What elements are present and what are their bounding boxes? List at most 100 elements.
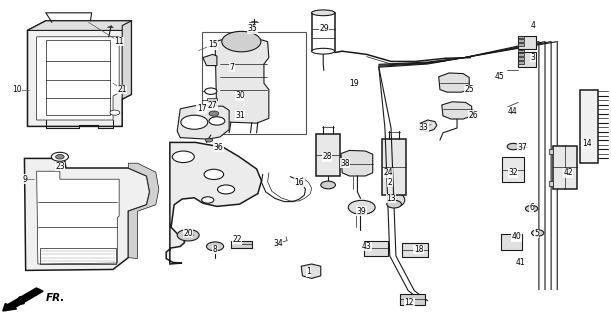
Text: 40: 40 — [511, 232, 521, 241]
Text: 6: 6 — [529, 204, 534, 212]
Polygon shape — [364, 241, 388, 256]
Text: 45: 45 — [495, 72, 505, 81]
Polygon shape — [215, 37, 269, 123]
Circle shape — [507, 143, 519, 150]
Polygon shape — [518, 39, 524, 42]
Polygon shape — [402, 243, 428, 257]
Circle shape — [205, 88, 217, 94]
Text: 21: 21 — [117, 85, 127, 94]
Polygon shape — [580, 90, 598, 163]
Text: 20: 20 — [183, 229, 193, 238]
Text: 27: 27 — [208, 101, 218, 110]
Text: 38: 38 — [340, 159, 350, 168]
Circle shape — [51, 152, 68, 161]
Polygon shape — [518, 50, 524, 52]
Text: 35: 35 — [247, 24, 257, 33]
Circle shape — [525, 205, 538, 212]
Circle shape — [177, 229, 199, 241]
Text: 42: 42 — [563, 168, 573, 177]
Polygon shape — [231, 241, 252, 248]
Polygon shape — [382, 139, 406, 195]
Polygon shape — [316, 134, 340, 176]
Text: 4: 4 — [530, 21, 535, 30]
Text: 11: 11 — [114, 37, 124, 46]
Text: 41: 41 — [516, 258, 525, 267]
Polygon shape — [203, 54, 217, 66]
Circle shape — [204, 169, 224, 180]
Text: 8: 8 — [213, 245, 218, 254]
Text: 1: 1 — [306, 268, 311, 276]
FancyArrow shape — [3, 288, 43, 311]
Circle shape — [532, 230, 544, 236]
Circle shape — [110, 110, 120, 115]
Ellipse shape — [312, 48, 335, 54]
Polygon shape — [24, 158, 150, 270]
Text: 9: 9 — [22, 175, 27, 184]
Text: 14: 14 — [582, 140, 591, 148]
Ellipse shape — [312, 10, 335, 16]
Polygon shape — [518, 43, 524, 46]
Text: 30: 30 — [235, 92, 245, 100]
Polygon shape — [301, 264, 321, 278]
Polygon shape — [518, 53, 524, 56]
Polygon shape — [439, 73, 469, 92]
Polygon shape — [553, 146, 577, 189]
Circle shape — [209, 117, 225, 125]
Polygon shape — [177, 106, 229, 139]
Text: 2: 2 — [387, 178, 392, 187]
Polygon shape — [518, 57, 524, 60]
Polygon shape — [207, 98, 217, 102]
Ellipse shape — [390, 194, 405, 206]
Text: 17: 17 — [197, 104, 207, 113]
Circle shape — [218, 185, 235, 194]
Polygon shape — [501, 234, 522, 250]
Circle shape — [348, 200, 375, 214]
Polygon shape — [341, 150, 373, 176]
Text: 16: 16 — [295, 178, 304, 187]
Text: 24: 24 — [383, 168, 393, 177]
Text: 28: 28 — [322, 152, 332, 161]
Text: 29: 29 — [319, 24, 329, 33]
Text: 19: 19 — [349, 79, 359, 88]
Text: 13: 13 — [386, 194, 396, 203]
Text: 32: 32 — [508, 168, 518, 177]
Circle shape — [172, 151, 194, 163]
Polygon shape — [502, 157, 524, 182]
Text: 43: 43 — [362, 242, 371, 251]
Polygon shape — [442, 102, 472, 119]
Polygon shape — [518, 52, 536, 67]
Text: 31: 31 — [235, 111, 245, 120]
Text: 15: 15 — [208, 40, 218, 49]
Text: 22: 22 — [232, 236, 242, 244]
Text: 3: 3 — [530, 53, 535, 62]
Polygon shape — [122, 21, 131, 99]
Text: FR.: FR. — [46, 292, 65, 303]
Text: 44: 44 — [507, 108, 517, 116]
Circle shape — [202, 197, 214, 203]
Text: 5: 5 — [534, 229, 539, 238]
Text: 10: 10 — [12, 85, 22, 94]
Text: 7: 7 — [230, 63, 235, 72]
Circle shape — [56, 155, 64, 159]
Polygon shape — [37, 171, 119, 264]
Text: 23: 23 — [55, 162, 65, 171]
Polygon shape — [518, 36, 536, 49]
Polygon shape — [166, 142, 262, 264]
Circle shape — [205, 138, 213, 142]
Text: 12: 12 — [404, 298, 414, 307]
Text: 39: 39 — [357, 207, 367, 216]
Polygon shape — [37, 37, 119, 120]
Circle shape — [181, 115, 208, 129]
Text: 25: 25 — [464, 85, 474, 94]
Text: 36: 36 — [214, 143, 224, 152]
Polygon shape — [27, 21, 131, 30]
Polygon shape — [518, 36, 524, 38]
Circle shape — [321, 181, 335, 189]
Polygon shape — [400, 294, 425, 305]
Text: 37: 37 — [518, 143, 527, 152]
Text: 18: 18 — [414, 245, 423, 254]
Circle shape — [207, 242, 224, 251]
Polygon shape — [420, 120, 437, 132]
Circle shape — [387, 200, 401, 208]
Text: 26: 26 — [469, 111, 478, 120]
